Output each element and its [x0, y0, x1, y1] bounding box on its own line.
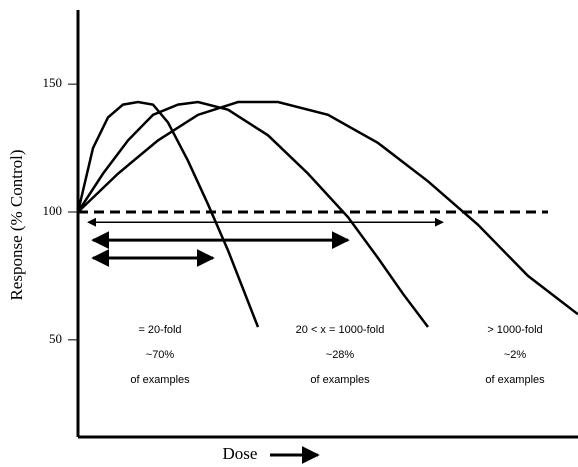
annotation: > 1000-fold	[487, 324, 542, 336]
y-tick-label: 50	[49, 331, 62, 346]
annotation: ~2%	[504, 349, 527, 361]
y-axis-label: Response (% Control)	[7, 149, 26, 300]
curve	[77, 100, 578, 316]
y-tick-label: 150	[43, 75, 63, 90]
annotation: ~70%	[146, 349, 175, 361]
annotation: of examples	[485, 374, 545, 386]
curve	[76, 100, 260, 328]
annotation: of examples	[130, 374, 190, 386]
annotation: of examples	[310, 374, 370, 386]
annotation: ~28%	[326, 349, 355, 361]
annotation: 20 < x = 1000-fold	[296, 324, 385, 336]
curve	[76, 100, 429, 328]
x-axis-label: Dose	[223, 444, 258, 463]
annotation: = 20-fold	[138, 324, 181, 336]
y-tick-label: 100	[43, 203, 63, 218]
